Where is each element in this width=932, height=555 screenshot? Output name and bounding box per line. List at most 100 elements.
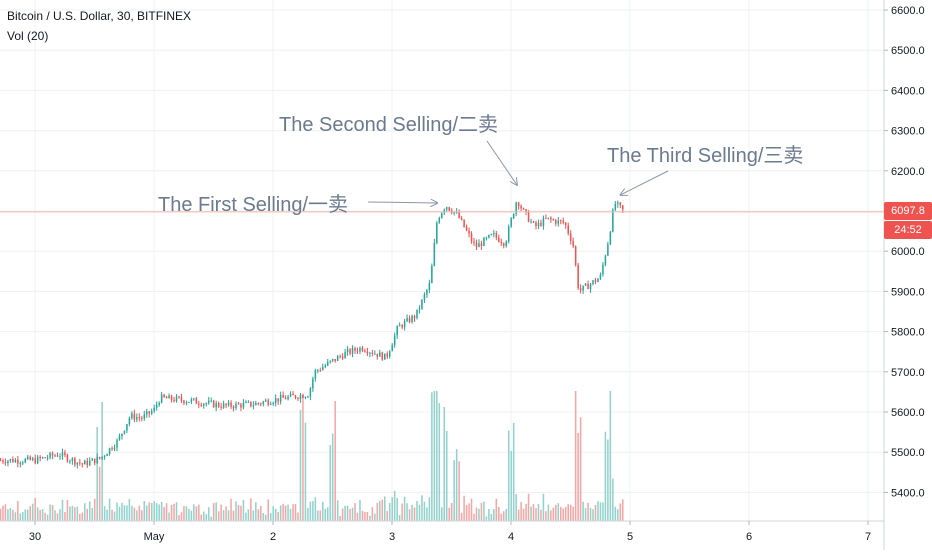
candle-body <box>217 402 220 407</box>
volume-bar <box>324 508 327 521</box>
candle-body <box>386 353 389 357</box>
volume-bar <box>98 466 101 521</box>
volume-bar <box>2 505 4 521</box>
candle-body <box>185 402 188 404</box>
volume-bar <box>170 504 173 521</box>
volume-indicator-label[interactable]: Vol (20) <box>7 29 49 43</box>
candle-body <box>145 411 148 415</box>
candle-body <box>510 218 512 227</box>
candle-body <box>349 349 351 354</box>
volume-bar <box>155 503 158 521</box>
symbol-title[interactable]: Bitcoin / U.S. Dollar, 30, BITFINEX <box>7 9 192 23</box>
volume-bar <box>470 498 473 521</box>
candle-body <box>341 356 344 359</box>
candle-body <box>242 402 245 408</box>
candle-body <box>26 456 29 459</box>
volume-bar <box>354 503 356 521</box>
volume-bar <box>351 507 354 521</box>
candle-body <box>173 399 175 402</box>
candle-body <box>54 455 56 457</box>
candle-body <box>569 233 572 241</box>
candle-body <box>438 218 441 223</box>
volume-bar <box>339 515 341 521</box>
candle-body <box>118 436 121 440</box>
volume-bar <box>356 512 359 521</box>
volume-bar <box>614 506 617 521</box>
volume-bar <box>545 511 547 521</box>
candle-body <box>408 318 411 323</box>
volume-bar <box>49 504 51 521</box>
candle-body <box>428 283 431 291</box>
annotation-label: The First Selling/一卖 <box>158 193 348 216</box>
volume-bar <box>240 505 242 521</box>
candle-body <box>272 402 274 405</box>
volume-bar <box>564 506 567 521</box>
candle-layer <box>0 200 624 469</box>
volume-bar <box>103 506 106 521</box>
volume-bar <box>131 505 133 521</box>
volume-bar <box>252 510 255 521</box>
volume-bar <box>116 502 118 521</box>
time-axis[interactable]: 30 May 2 3 4 5 6 7 <box>29 521 871 543</box>
candle-body <box>597 278 599 283</box>
volume-bar <box>4 504 7 521</box>
volume-bar <box>589 508 592 521</box>
y-tick-label: 5400.0 <box>891 487 925 499</box>
volume-bar <box>579 417 582 521</box>
volume-bar <box>123 505 126 521</box>
volume-bar <box>317 510 319 521</box>
volume-bar <box>574 391 577 521</box>
candle-body <box>334 358 336 361</box>
candle-body <box>178 396 180 398</box>
annotation-label: The Second Selling/二卖 <box>279 113 498 136</box>
candle-body <box>91 458 93 461</box>
candle-body <box>101 456 103 459</box>
volume-bar <box>150 503 153 521</box>
volume-bar <box>480 502 483 521</box>
candle-body <box>465 227 468 231</box>
candle-body <box>126 424 128 431</box>
candle-body <box>336 356 339 361</box>
volume-bar <box>292 504 294 521</box>
volume-bar <box>522 508 525 521</box>
last-price-badge: 6097.8 <box>884 202 932 220</box>
candle-body <box>136 417 138 420</box>
candle-body <box>215 402 217 408</box>
volume-bar <box>267 499 270 521</box>
candle-body <box>314 370 317 379</box>
volume-bar <box>133 507 136 521</box>
volume-bar <box>495 498 498 521</box>
volume-bar <box>336 500 339 521</box>
volume-bar <box>111 509 113 521</box>
candle-body <box>309 388 312 397</box>
volume-bar <box>604 431 607 521</box>
volume-bar <box>29 506 32 521</box>
volume-bar <box>126 505 128 521</box>
bar-countdown-badge: 24:52 <box>884 221 932 239</box>
volume-bar <box>319 510 322 521</box>
volume-bar <box>200 514 203 521</box>
candle-body <box>121 433 123 437</box>
volume-bar <box>39 509 41 521</box>
volume-bar <box>309 501 312 521</box>
volume-bar <box>175 502 178 521</box>
volume-bar <box>542 493 545 521</box>
candle-body <box>250 401 252 407</box>
candle-body <box>203 403 205 406</box>
price-axis[interactable]: 6600.06500.06400.06300.06200.06100.06000… <box>884 5 925 499</box>
volume-bar <box>153 501 155 521</box>
volume-bar <box>242 500 245 521</box>
candle-body <box>108 448 111 455</box>
candle-body <box>324 365 327 368</box>
volume-bar <box>572 506 574 521</box>
candle-body <box>81 463 84 465</box>
candle-body <box>567 225 569 234</box>
volume-bar <box>96 427 98 521</box>
candle-body <box>255 402 257 406</box>
volume-bar <box>555 504 557 521</box>
candle-body <box>34 458 36 464</box>
candle-body <box>617 202 619 204</box>
candle-body <box>416 309 418 319</box>
